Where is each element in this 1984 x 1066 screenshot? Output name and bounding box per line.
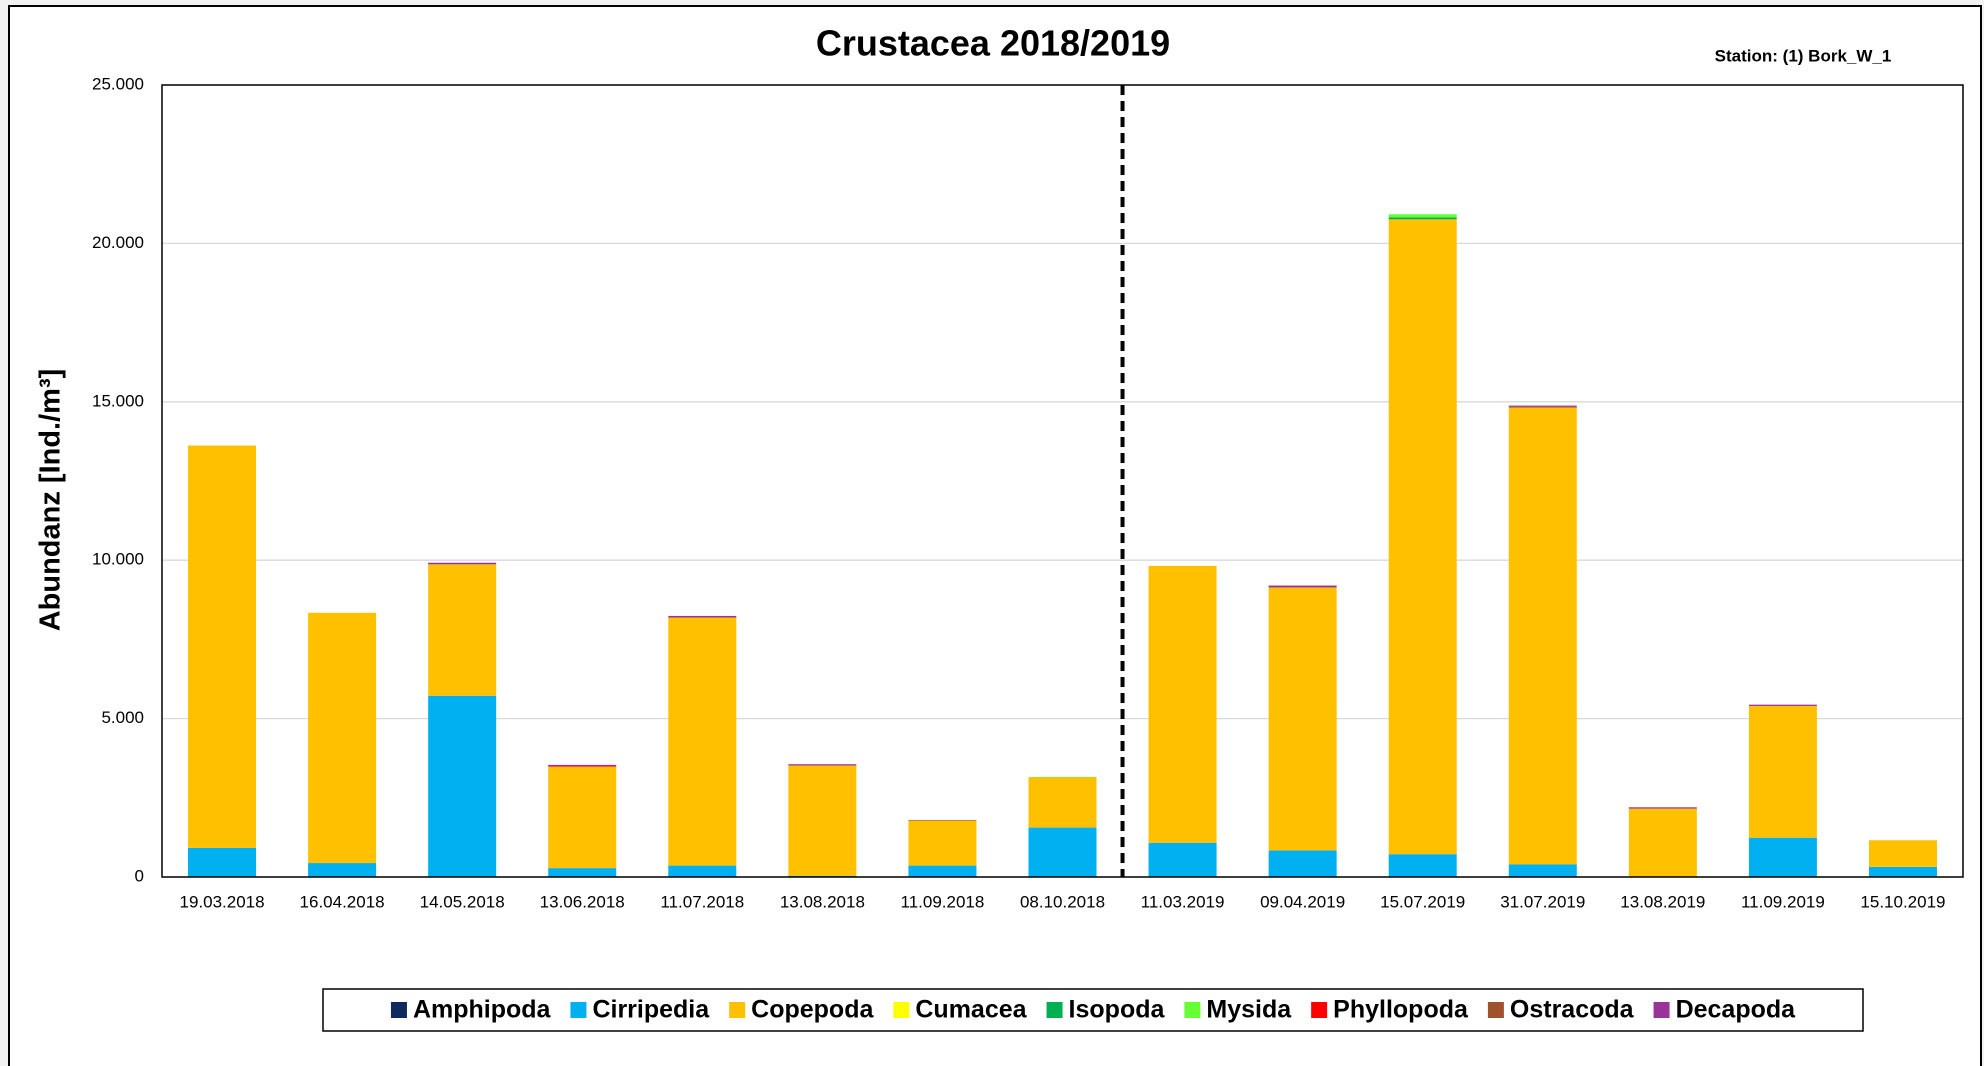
legend-swatch — [1311, 1002, 1328, 1018]
bar-segment — [788, 764, 857, 766]
bar-segment — [1028, 776, 1097, 778]
bar-segment — [908, 819, 977, 821]
x-tick-label: 14.05.2018 — [420, 892, 505, 911]
legend-swatch — [1653, 1002, 1670, 1018]
bar-segment — [428, 695, 497, 877]
x-tick-label: 19.03.2018 — [179, 892, 264, 911]
bar-segment — [1508, 864, 1577, 877]
legend-label: Cirripedia — [592, 996, 710, 1024]
bar-segment — [1388, 217, 1457, 220]
y-tick-label: 20.000 — [92, 233, 144, 252]
bar-segment — [428, 562, 497, 565]
bar-segment — [908, 865, 977, 877]
bar-segment — [1628, 808, 1697, 877]
legend-label: Decapoda — [1676, 996, 1797, 1024]
bar-segment — [548, 766, 617, 767]
bar-segment — [1508, 406, 1577, 408]
bar-segment — [1028, 777, 1097, 828]
bar-segment — [1388, 854, 1457, 877]
y-tick-label: 0 — [135, 866, 144, 885]
legend-swatch — [570, 1002, 587, 1018]
bar-segment — [668, 865, 737, 877]
legend-swatch — [729, 1002, 746, 1018]
x-tick-label: 13.06.2018 — [540, 892, 625, 911]
bar-segment — [308, 612, 377, 864]
bar-segment — [188, 847, 257, 877]
legend-label: Isopoda — [1069, 996, 1166, 1024]
bar-segment — [1748, 837, 1817, 877]
chart-title: Crustacea 2018/2019 — [816, 23, 1170, 64]
legend-swatch — [390, 1002, 407, 1018]
legend-swatch — [1184, 1002, 1201, 1018]
x-tick-label: 15.07.2019 — [1380, 892, 1465, 911]
y-tick-label: 5.000 — [101, 708, 144, 727]
bar-segment — [1148, 565, 1217, 843]
bar-segment — [548, 868, 617, 877]
x-tick-label: 11.03.2019 — [1141, 892, 1225, 911]
bar-segment — [1508, 405, 1577, 407]
bar-segment — [788, 765, 857, 876]
x-tick-label: 11.07.2018 — [660, 892, 744, 911]
y-tick-label: 10.000 — [92, 550, 144, 569]
y-tick-label: 15.000 — [92, 391, 144, 410]
legend-label: Mysida — [1206, 996, 1292, 1024]
bar-segment — [1508, 407, 1577, 865]
x-tick-label: 31.07.2019 — [1500, 892, 1585, 911]
legend-swatch — [1487, 1002, 1504, 1018]
station-annotation: Station: (1) Bork_W_1 — [1715, 46, 1892, 65]
legend-label: Copepoda — [751, 996, 874, 1024]
bar-segment — [1148, 842, 1217, 877]
bar-segment — [1748, 705, 1817, 838]
x-tick-label: 09.04.2019 — [1260, 892, 1345, 911]
legend-label: Amphipoda — [413, 996, 552, 1024]
legend-swatch — [1046, 1002, 1063, 1018]
bar-segment — [1268, 587, 1337, 851]
x-tick-label: 11.09.2018 — [901, 892, 985, 911]
x-tick-label: 11.09.2019 — [1741, 892, 1825, 911]
plot-border — [161, 84, 1964, 878]
bar-segment — [1268, 850, 1337, 877]
x-tick-label: 15.10.2019 — [1860, 892, 1945, 911]
bar-segment — [668, 617, 737, 866]
bar-segment — [188, 445, 257, 848]
legend-label: Phyllopoda — [1333, 996, 1469, 1024]
bar-segment — [908, 820, 977, 866]
legend-label: Cumacea — [915, 996, 1027, 1024]
x-tick-label: 13.08.2019 — [1620, 892, 1705, 911]
x-tick-label: 08.10.2018 — [1020, 892, 1105, 911]
bar-segment — [428, 564, 497, 696]
bar-segment — [548, 766, 617, 869]
x-tick-label: 13.08.2018 — [780, 892, 865, 911]
bar-segment — [548, 764, 617, 767]
bar-segment — [1628, 807, 1697, 809]
bar-segment — [1388, 214, 1457, 218]
legend-swatch — [893, 1002, 910, 1018]
bar-segment — [1028, 827, 1097, 877]
bar-segment — [1868, 866, 1937, 877]
bar-segment — [1268, 585, 1337, 588]
legend-label: Ostracoda — [1510, 996, 1635, 1024]
y-tick-label: 25.000 — [92, 74, 144, 93]
y-axis-label: Abundanz [Ind./m³] — [35, 369, 67, 632]
x-tick-label: 16.04.2018 — [300, 892, 385, 911]
bar-segment — [308, 863, 377, 877]
bar-segment — [668, 615, 737, 618]
bar-segment — [1388, 219, 1457, 855]
bar-segment — [1748, 704, 1817, 706]
bar-segment — [1868, 840, 1937, 867]
